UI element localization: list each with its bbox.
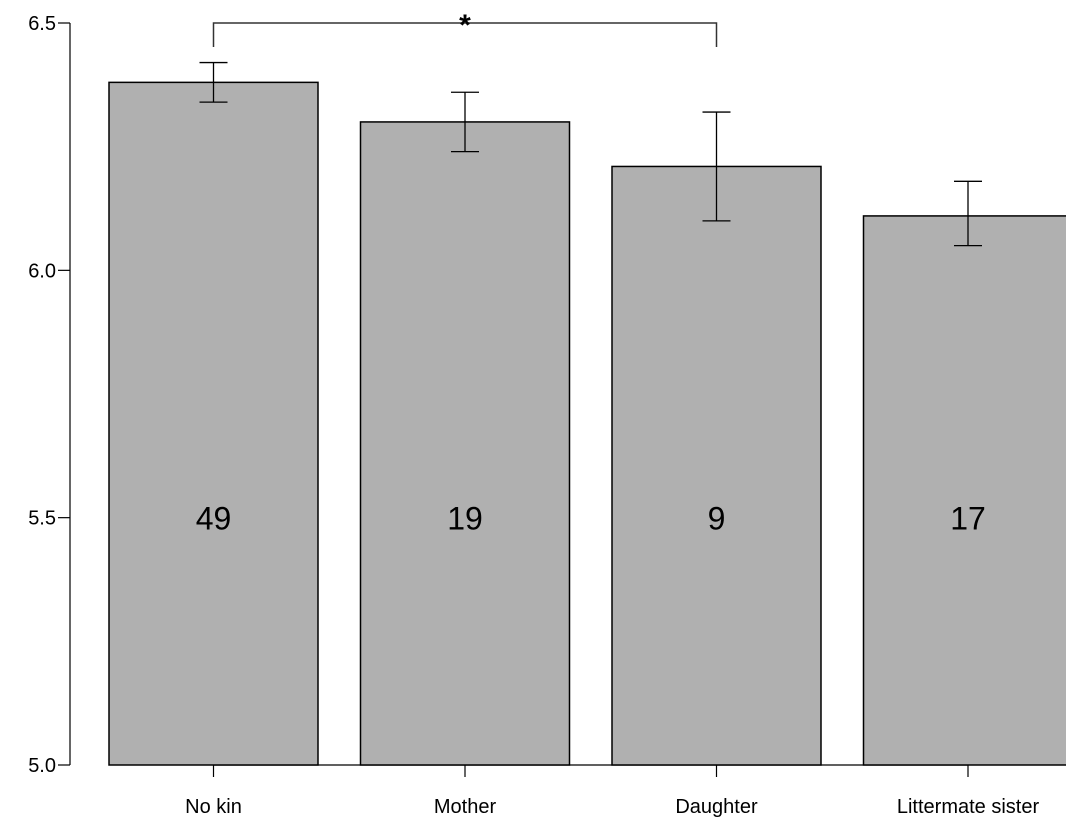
count-labels: 49 19 9 17 [196,501,986,537]
y-tick-label: 6.5 [28,13,56,35]
error-bar [702,111,731,222]
y-tick-label: 5.0 [28,755,56,777]
y-tick-label: 6.0 [28,260,56,282]
bar-littermate-sister [862,215,1066,766]
x-tick-label: Littermate sister [897,796,1040,818]
bar-mother [359,121,571,766]
error-bar [451,91,479,153]
error-bar [199,61,228,103]
bar-daughter [611,165,822,766]
x-tick-label: No kin [185,796,242,818]
x-tick-label: Daughter [675,796,758,818]
count-label: 9 [708,501,726,537]
error-bars [199,61,982,247]
bars [108,81,1066,766]
significance-star: * [459,9,471,42]
x-axis: No kin Mother Daughter Littermate sister [185,764,1040,818]
count-label: 17 [950,501,986,537]
y-tick-label: 5.5 [28,508,56,530]
bar-no-kin [108,81,319,766]
count-label: 19 [447,501,483,537]
x-tick-label: Mother [434,796,497,818]
y-axis: 5.0 5.5 6.0 6.5 [28,13,71,777]
significance-bracket: * [212,9,718,47]
significance-line [212,22,718,47]
error-bar [954,180,982,247]
count-label: 49 [196,501,232,537]
